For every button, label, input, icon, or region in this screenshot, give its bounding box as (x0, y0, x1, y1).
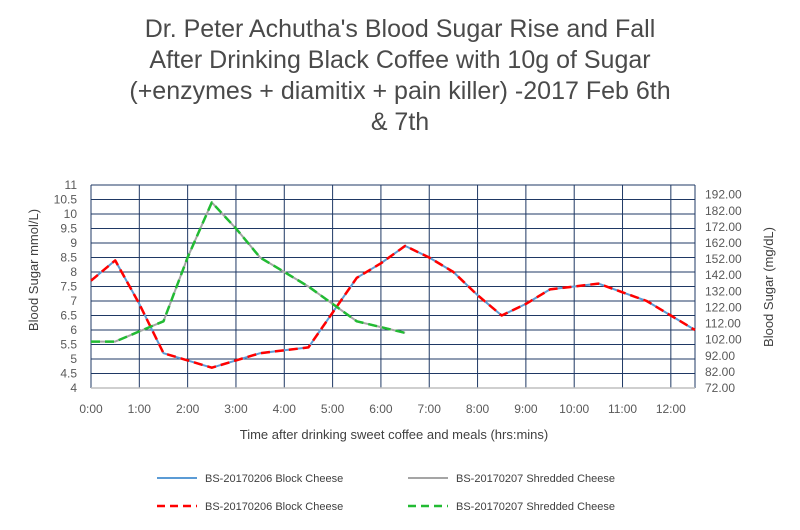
x-tick-label: 5:00 (321, 402, 345, 416)
x-tick-label: 4:00 (273, 402, 297, 416)
y2-tick-label: 152.00 (705, 252, 742, 266)
x-axis-ticks: 0:00 1:00 2:00 3:00 4:00 5:00 6:00 7:00 8:00 9:00… (79, 402, 686, 416)
x-tick-label: 2:00 (176, 402, 200, 416)
y2-tick-label: 112.00 (705, 317, 741, 331)
chart-title-line-3: (+enzymes + diamitix + pain killer) -201… (129, 77, 671, 105)
x-tick-label: 12:00 (656, 402, 686, 416)
y-tick-label: 11 (65, 178, 78, 192)
y-tick-label: 7.5 (60, 280, 77, 294)
x-tick-label: 10:00 (559, 402, 589, 416)
y-axis-title: Blood Sugar mmol/L) (26, 209, 41, 331)
y2-tick-label: 162.00 (705, 236, 742, 250)
y-tick-label: 4.5 (60, 367, 77, 381)
x-tick-label: 9:00 (514, 402, 538, 416)
y-tick-label: 7 (70, 294, 77, 308)
x-tick-label: 1:00 (128, 402, 152, 416)
y-tick-label: 6.5 (60, 309, 77, 323)
x-tick-label: 3:00 (224, 402, 248, 416)
legend-label-4: BS-20170207 Shredded Cheese (456, 501, 615, 513)
x-axis-title: Time after drinking sweet coffee and mea… (240, 427, 549, 442)
x-tick-label: 11:00 (608, 402, 637, 416)
y2-axis-title: Blood Sugar (mg/dL) (761, 227, 776, 347)
y-tick-label: 10 (64, 207, 78, 221)
chart-title-line-1: Dr. Peter Achutha's Blood Sugar Rise and… (144, 15, 656, 43)
y-tick-label: 10.5 (54, 193, 78, 207)
chart-title-line-2: After Drinking Black Coffee with 10g of … (149, 46, 651, 74)
y2-tick-label: 102.00 (705, 333, 742, 347)
series-layer (90, 201, 696, 369)
x-tick-label: 8:00 (466, 402, 490, 416)
y2-axis-ticks: 72.00 82.00 92.00 102.00 112.00 122.00 132.00 1… (705, 188, 742, 395)
y2-tick-label: 192.00 (705, 188, 742, 202)
y2-tick-label: 122.00 (705, 300, 742, 314)
y2-tick-label: 92.00 (705, 349, 735, 363)
y-tick-label: 9 (70, 236, 77, 250)
series-line-4 (91, 201, 406, 343)
series-line-3 (90, 244, 696, 369)
y-tick-label: 5 (70, 352, 77, 366)
legend: BS-20170206 Block Cheese BS-20170207 Shre… (157, 473, 615, 513)
y-tick-label: 9.5 (60, 222, 77, 236)
y2-tick-label: 72.00 (705, 381, 735, 395)
y2-tick-label: 82.00 (705, 365, 735, 379)
y-tick-label: 8 (70, 265, 77, 279)
y-tick-label: 5.5 (60, 338, 77, 352)
series-line-1 (90, 244, 696, 369)
y-tick-label: 8.5 (60, 251, 77, 265)
y2-tick-label: 132.00 (705, 284, 742, 298)
x-tick-label: 7:00 (418, 402, 442, 416)
chart-title-line-4: & 7th (370, 108, 430, 136)
legend-label-1: BS-20170206 Block Cheese (205, 473, 343, 485)
y2-tick-label: 172.00 (705, 220, 742, 234)
y2-tick-label: 182.00 (705, 204, 742, 218)
x-tick-label: 0:00 (79, 402, 103, 416)
legend-label-2: BS-20170207 Shredded Cheese (456, 473, 615, 485)
y-tick-label: 4 (70, 381, 77, 395)
x-tick-label: 6:00 (369, 402, 393, 416)
y2-tick-label: 142.00 (705, 268, 742, 282)
legend-label-3: BS-20170206 Block Cheese (205, 501, 343, 513)
chart-title: Dr. Peter Achutha's Blood Sugar Rise and… (0, 14, 800, 138)
y-tick-label: 6 (70, 323, 77, 337)
